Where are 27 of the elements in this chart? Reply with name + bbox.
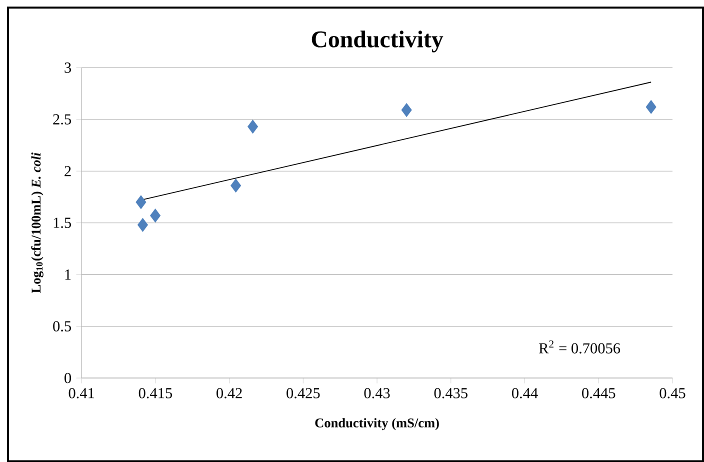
point bbox=[248, 120, 258, 134]
x-tick-label: 0.44 bbox=[512, 388, 538, 398]
y-tick-label: 2.5 bbox=[53, 114, 71, 124]
x-tick-label: 0.435 bbox=[434, 388, 468, 398]
x-tick-label: 0.42 bbox=[216, 388, 242, 398]
x-tick-label: 0.43 bbox=[364, 388, 390, 398]
chart-title: Conductivity bbox=[312, 30, 444, 52]
y-tick-label: 1.5 bbox=[54, 218, 71, 228]
point bbox=[136, 195, 146, 209]
x-tick-label: 0.45 bbox=[660, 388, 686, 398]
point bbox=[150, 208, 161, 222]
point bbox=[138, 218, 148, 232]
x-tick-label: 0.41 bbox=[68, 388, 94, 398]
y-tick-label: 0.5 bbox=[53, 321, 71, 332]
x-tick-label: 0.445 bbox=[582, 388, 616, 398]
y-tick-label: 2 bbox=[64, 166, 71, 176]
point bbox=[230, 178, 242, 192]
y-tick-label: 0 bbox=[64, 372, 72, 384]
x-tick-label: 0.425 bbox=[286, 388, 320, 398]
y-axis-title: Log$_{10}$(cfu/100mL) E. coli bbox=[31, 152, 44, 293]
y-tick-label: 1 bbox=[65, 269, 71, 280]
point bbox=[401, 103, 412, 117]
point bbox=[646, 100, 656, 114]
y-tick-label: 3 bbox=[64, 62, 71, 73]
annotation: R$^{2}$ = 0.70056 bbox=[538, 340, 620, 354]
x-tick-label: 0.415 bbox=[138, 388, 172, 398]
x-axis-title: Conductivity (mS/cm) bbox=[315, 418, 439, 430]
